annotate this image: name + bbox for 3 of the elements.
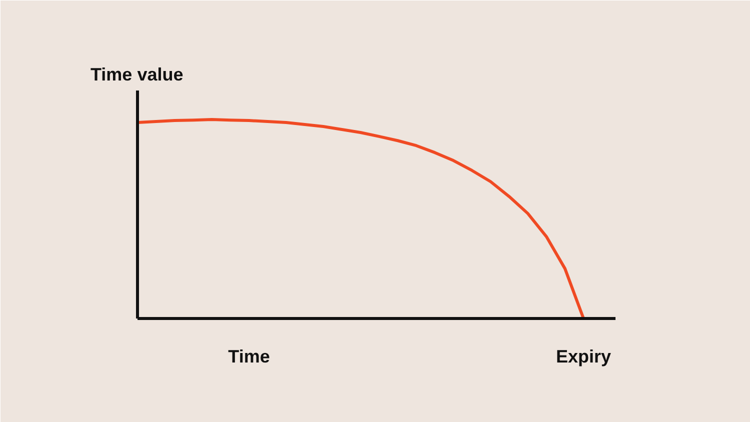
x-tick-label: Expiry	[556, 346, 612, 366]
y-axis-title: Time value	[90, 64, 184, 84]
x-tick-label: Time	[228, 346, 270, 366]
